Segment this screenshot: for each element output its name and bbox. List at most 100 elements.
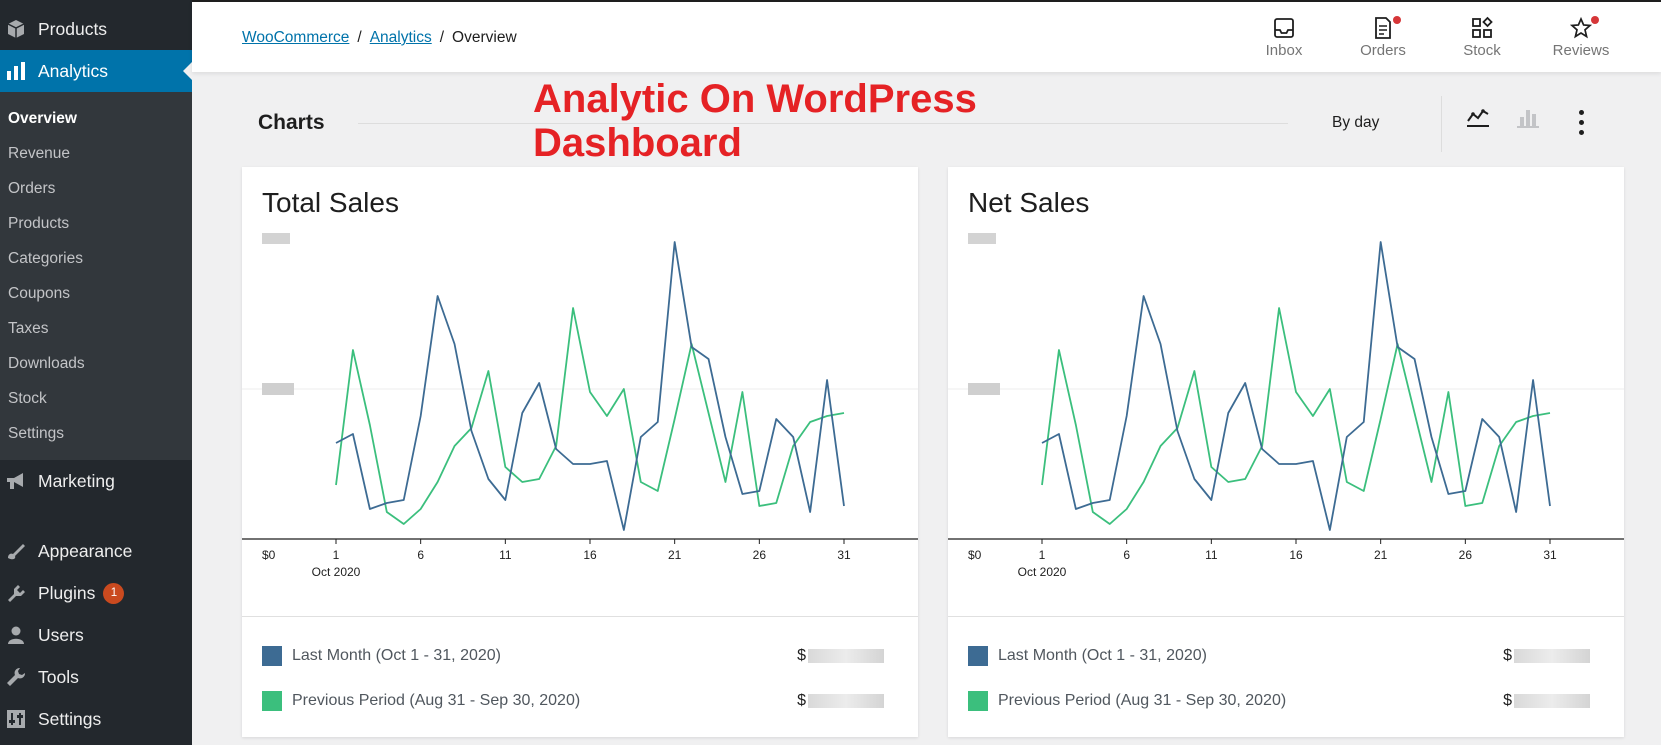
orders-icon: [1371, 14, 1401, 42]
submenu-downloads[interactable]: Downloads: [8, 355, 85, 372]
reviews-button[interactable]: Reviews: [1541, 14, 1621, 59]
legend-row-current[interactable]: Last Month (Oct 1 - 31, 2020) $: [968, 645, 1604, 667]
menu-products-label: Products: [38, 18, 108, 39]
legend-row-current[interactable]: Last Month (Oct 1 - 31, 2020) $: [262, 645, 898, 667]
line-chart-toggle[interactable]: [1464, 105, 1492, 131]
bar-chart-icon: [5, 61, 27, 81]
legend-swatch-previous: [968, 691, 988, 711]
legend-value-current: $: [797, 647, 884, 665]
box-icon: [5, 19, 27, 39]
legend-swatch-previous: [262, 691, 282, 711]
submenu-coupons[interactable]: Coupons: [8, 285, 71, 302]
menu-analytics[interactable]: Analytics: [0, 50, 192, 92]
legend-swatch-current: [262, 646, 282, 666]
menu-marketing[interactable]: Marketing: [0, 460, 192, 502]
legend-label-current: Last Month (Oct 1 - 31, 2020): [998, 647, 1207, 664]
more-options-menu[interactable]: [1574, 110, 1588, 138]
inbox-button[interactable]: Inbox: [1244, 14, 1324, 59]
legend-value-current: $: [1503, 647, 1590, 665]
breadcrumb-woocommerce-link[interactable]: WooCommerce: [242, 29, 350, 46]
total-sales-card: Total Sales $0 1 6 11 16 21 26 31 Oct 2020 Last …: [242, 167, 918, 737]
menu-tools[interactable]: Tools: [0, 656, 192, 698]
admin-sidebar: Products Analytics Overview Revenue Orde…: [0, 0, 192, 745]
card-title: Net Sales: [968, 187, 1090, 218]
kebab-dot-icon: [1578, 120, 1584, 125]
reviews-notification-dot: [1591, 16, 1599, 24]
bar-chart-icon: [1517, 110, 1539, 128]
currency-symbol: $: [1503, 647, 1512, 664]
menu-users[interactable]: Users: [0, 614, 192, 656]
submenu-stock[interactable]: Stock: [8, 390, 47, 407]
submenu-overview[interactable]: Overview: [8, 110, 77, 127]
redacted-y-tick-label: [968, 233, 996, 244]
redacted-value: [1514, 694, 1590, 708]
paintbrush-icon: [5, 541, 27, 561]
menu-appearance-label: Appearance: [38, 540, 133, 561]
menu-tools-label: Tools: [38, 666, 79, 687]
x-tick-label: 16: [1289, 548, 1303, 562]
menu-users-label: Users: [38, 624, 84, 645]
x-tick-label: 1: [333, 548, 340, 562]
x-tick-label: 11: [1205, 548, 1218, 562]
submenu-categories[interactable]: Categories: [8, 250, 83, 267]
breadcrumb-separator: /: [439, 29, 445, 46]
redacted-y-tick-label: [262, 233, 290, 244]
submenu-products[interactable]: Products: [8, 215, 70, 232]
star-icon: [1569, 14, 1599, 42]
legend-label-previous: Previous Period (Aug 31 - Sep 30, 2020): [292, 692, 581, 709]
divider: [948, 616, 1624, 617]
breadcrumb: WooCommerce / Analytics / Overview: [242, 29, 517, 47]
overlay-caption-line2: Dashboard: [533, 121, 742, 165]
series-line-previous-period: [1041, 307, 1551, 525]
menu-plugins-label: Plugins: [38, 582, 96, 603]
submenu-revenue[interactable]: Revenue: [8, 145, 71, 162]
kebab-dot-icon: [1578, 130, 1584, 135]
submenu-taxes[interactable]: Taxes: [8, 320, 49, 337]
analytics-submenu: Overview Revenue Orders Products Categor…: [0, 92, 192, 460]
net-sales-card: Net Sales $0 1 6 11 16 21 26 31 Oct 2020 Last Mo…: [948, 167, 1624, 737]
orders-button[interactable]: Orders: [1343, 14, 1423, 59]
breadcrumb-analytics-link[interactable]: Analytics: [369, 29, 432, 46]
x-axis-month-label: Oct 2020: [1018, 565, 1067, 579]
menu-products[interactable]: Products: [0, 8, 192, 50]
x-tick-label: 31: [1543, 548, 1557, 562]
redacted-y-tick-label: [968, 383, 1000, 395]
kebab-dot-icon: [1578, 110, 1584, 115]
top-header: WooCommerce / Analytics / Overview Inbox…: [192, 0, 1661, 72]
reviews-label: Reviews: [1552, 42, 1610, 59]
stock-label: Stock: [1463, 42, 1501, 59]
x-tick-label: 21: [668, 548, 682, 562]
divider: [242, 616, 918, 617]
x-tick-label: 16: [583, 548, 597, 562]
legend-row-previous[interactable]: Previous Period (Aug 31 - Sep 30, 2020) …: [968, 690, 1604, 712]
legend-row-previous[interactable]: Previous Period (Aug 31 - Sep 30, 2020) …: [262, 690, 898, 712]
x-tick-label: 21: [1374, 548, 1388, 562]
redacted-value: [808, 694, 884, 708]
menu-marketing-label: Marketing: [38, 470, 115, 491]
x-tick-label: 11: [499, 548, 512, 562]
legend-swatch-current: [968, 646, 988, 666]
menu-settings[interactable]: Settings: [0, 698, 192, 740]
breadcrumb-separator: /: [357, 29, 362, 46]
plugins-update-badge: 1: [103, 582, 125, 604]
currency-symbol: $: [797, 647, 806, 664]
megaphone-icon: [5, 471, 27, 491]
series-line-previous-period: [335, 307, 845, 525]
overlay-caption-line1: Analytic On WordPress: [533, 77, 977, 121]
x-tick-label: 26: [1459, 548, 1473, 562]
submenu-settings[interactable]: Settings: [8, 425, 65, 442]
card-title: Total Sales: [262, 187, 399, 218]
interval-select[interactable]: By day: [1332, 114, 1380, 131]
menu-plugins[interactable]: Plugins 1: [0, 572, 192, 614]
stock-button[interactable]: Stock: [1442, 14, 1522, 59]
menu-appearance[interactable]: Appearance: [0, 530, 192, 572]
submenu-orders[interactable]: Orders: [8, 180, 56, 197]
bar-chart-toggle[interactable]: [1514, 105, 1542, 131]
currency-symbol: $: [1503, 692, 1512, 709]
x-axis-month-label: Oct 2020: [312, 565, 361, 579]
x-tick-label: 6: [417, 548, 424, 562]
legend-label-current: Last Month (Oct 1 - 31, 2020): [292, 647, 501, 664]
plug-icon: [5, 583, 27, 603]
inbox-icon: [1272, 14, 1296, 42]
